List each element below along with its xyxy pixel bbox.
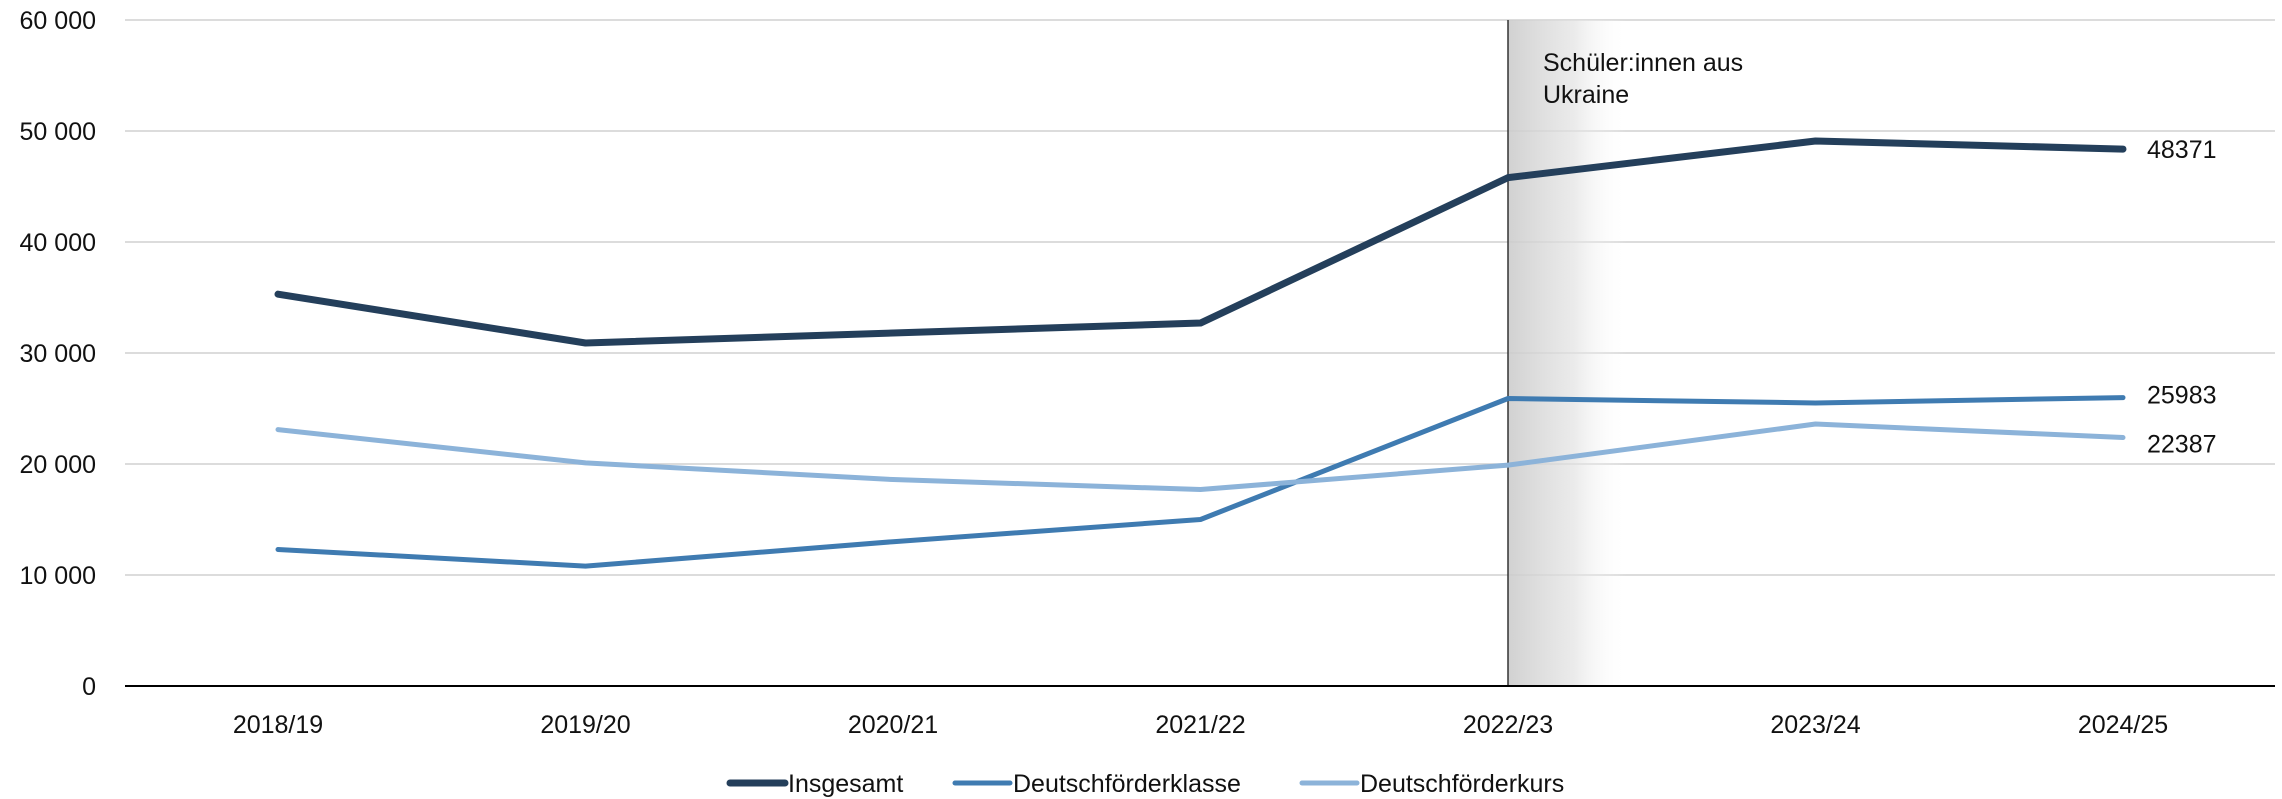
data-point xyxy=(891,540,895,544)
data-point xyxy=(276,428,280,432)
x-tick-label: 2018/19 xyxy=(233,711,323,739)
legend: Insgesamt Deutschförderklasse Deutschförde… xyxy=(730,770,1564,798)
data-point xyxy=(584,341,588,345)
data-point xyxy=(1814,422,1818,426)
annotation-line-1: Schüler:innen aus xyxy=(1543,49,1743,77)
series-line-deutschförderklasse xyxy=(278,398,2123,567)
data-point xyxy=(1199,488,1203,492)
end-value-label: 48371 xyxy=(2147,136,2217,164)
shaded-region xyxy=(1508,20,1628,686)
data-point xyxy=(891,478,895,482)
y-tick-label: 60 000 xyxy=(20,7,96,35)
data-point xyxy=(1199,518,1203,522)
y-tick-label: 30 000 xyxy=(20,340,96,368)
data-point xyxy=(2121,396,2125,400)
data-point xyxy=(1814,139,1818,143)
y-tick-label: 40 000 xyxy=(20,229,96,257)
y-tick-label: 50 000 xyxy=(20,118,96,146)
data-point xyxy=(276,547,280,551)
legend-label: Deutschförderklasse xyxy=(1013,770,1241,798)
data-point xyxy=(1506,397,1510,401)
y-tick-label: 20 000 xyxy=(20,451,96,479)
series-line-deutschförderkurs xyxy=(278,424,2123,489)
end-value-label: 25983 xyxy=(2147,382,2217,410)
x-tick-label: 2019/20 xyxy=(540,711,630,739)
data-point xyxy=(1506,463,1510,467)
x-tick-label: 2024/25 xyxy=(2078,711,2168,739)
data-point xyxy=(1506,176,1510,180)
x-tick-label: 2021/22 xyxy=(1155,711,1245,739)
data-point xyxy=(584,461,588,465)
data-point xyxy=(584,564,588,568)
data-labels: 48371 25983 22387 xyxy=(2147,136,2217,458)
data-point xyxy=(1814,401,1818,405)
ukraine-shading xyxy=(1508,20,1628,686)
data-point xyxy=(276,292,280,296)
x-tick-label: 2020/21 xyxy=(848,711,938,739)
data-point xyxy=(2121,147,2125,151)
data-point xyxy=(1199,321,1203,325)
legend-label: Insgesamt xyxy=(788,770,903,798)
data-point xyxy=(2121,436,2125,440)
y-tick-label: 10 000 xyxy=(20,562,96,590)
legend-label: Deutschförderkurs xyxy=(1360,770,1564,798)
x-tick-label: 2022/23 xyxy=(1463,711,1553,739)
data-point xyxy=(891,331,895,335)
x-tick-label: 2023/24 xyxy=(1770,711,1860,739)
annotation-line-2: Ukraine xyxy=(1543,81,1629,109)
y-tick-label: 0 xyxy=(82,673,96,701)
end-value-label: 22387 xyxy=(2147,431,2217,459)
axes: 0 10 000 20 000 30 000 40 000 50 000 60 000 201… xyxy=(20,7,2275,739)
